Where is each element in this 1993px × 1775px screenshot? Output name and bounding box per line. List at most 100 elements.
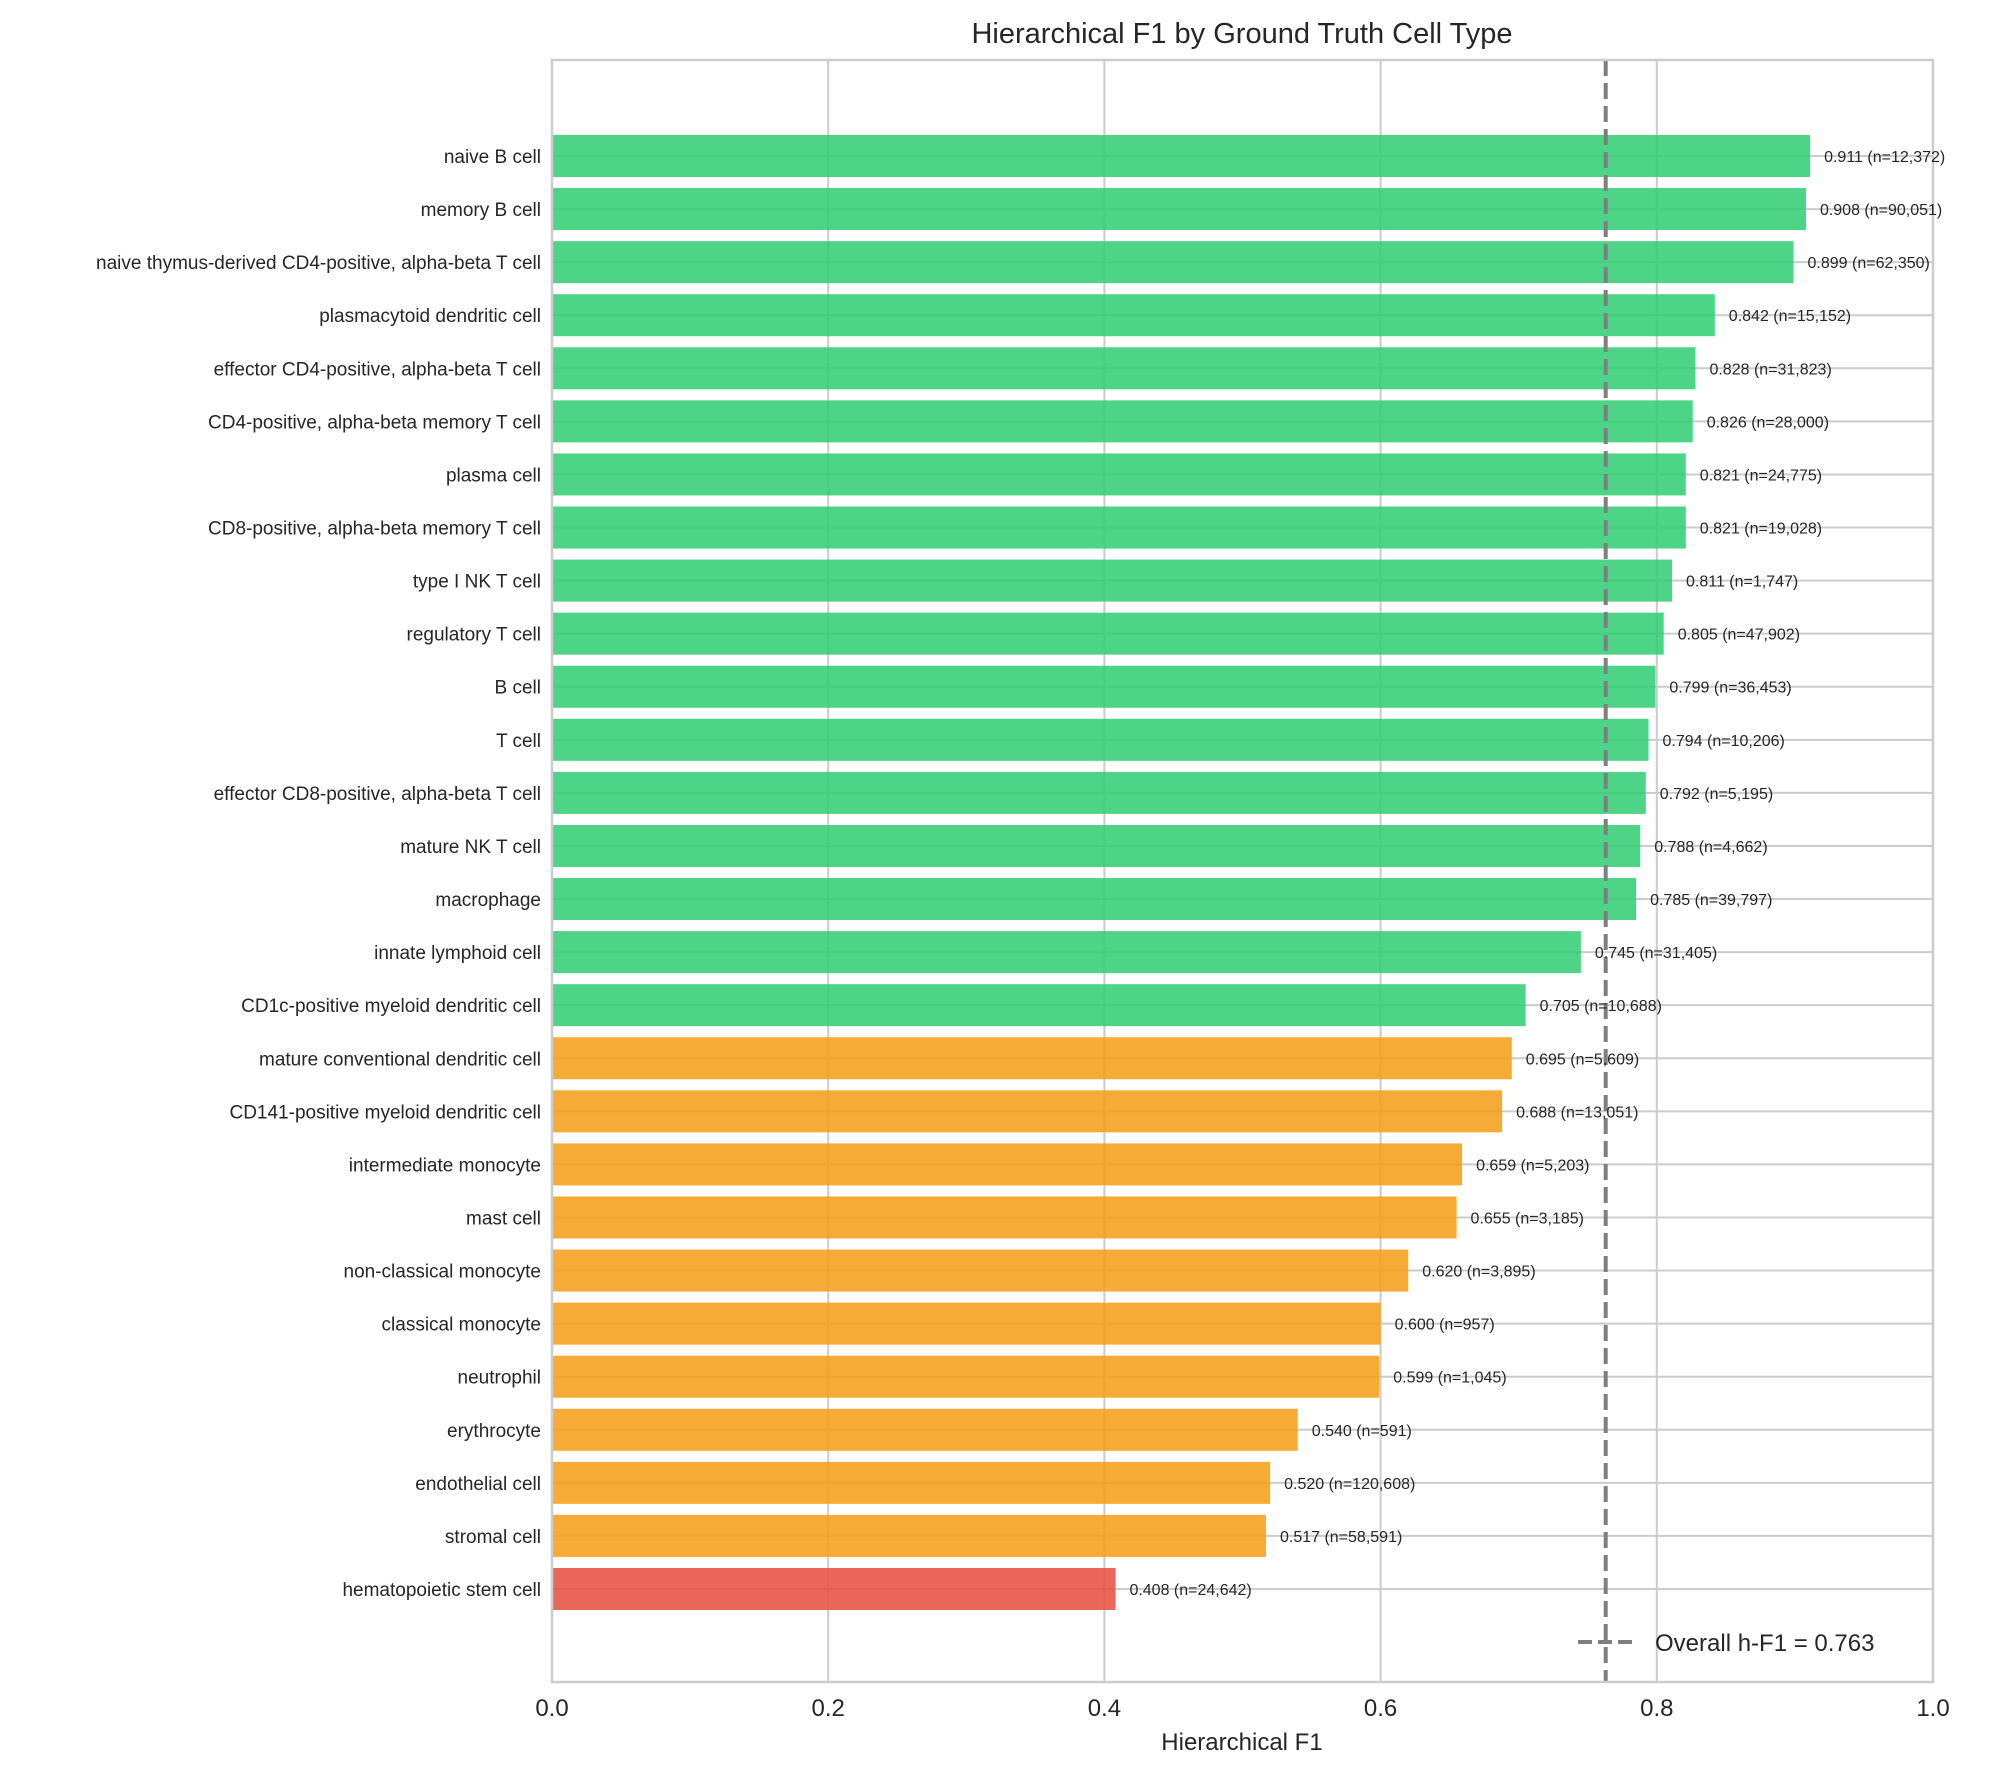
bar [552, 453, 1686, 496]
y-tick-label: naive thymus-derived CD4-positive, alpha… [96, 253, 541, 274]
bar-value-label: 0.540 (n=591) [1312, 1423, 1412, 1440]
y-tick-label: hematopoietic stem cell [342, 1580, 541, 1601]
bar-value-label: 0.794 (n=10,206) [1663, 733, 1785, 750]
bar-value-label: 0.745 (n=31,405) [1595, 945, 1717, 962]
bar [552, 931, 1581, 974]
y-tick-label: CD141-positive myeloid dendritic cell [229, 1102, 541, 1123]
bar [552, 878, 1637, 921]
bar-value-label: 0.705 (n=10,688) [1540, 998, 1662, 1015]
bar-value-label: 0.821 (n=24,775) [1700, 467, 1822, 484]
bar-value-label: 0.821 (n=19,028) [1700, 521, 1822, 538]
bars [552, 135, 1811, 1610]
bar [552, 1355, 1380, 1398]
bar [552, 1461, 1271, 1504]
bar-value-label: 0.842 (n=15,152) [1729, 308, 1851, 325]
bar [552, 984, 1526, 1027]
bar [552, 559, 1672, 602]
y-tick-label: stromal cell [445, 1527, 541, 1548]
bar-value-label: 0.828 (n=31,823) [1709, 361, 1831, 378]
x-tick-label: 0.4 [1088, 1695, 1121, 1722]
bar [552, 665, 1656, 708]
bar [552, 1408, 1298, 1451]
bar-value-label: 0.688 (n=13,051) [1516, 1104, 1638, 1121]
x-tick-label: 1.0 [1916, 1695, 1949, 1722]
y-tick-label: regulatory T cell [407, 625, 541, 646]
bar-value-label: 0.517 (n=58,591) [1280, 1529, 1402, 1546]
bar-value-label: 0.792 (n=5,195) [1660, 786, 1773, 803]
bar-value-label: 0.659 (n=5,203) [1476, 1157, 1589, 1174]
bar [552, 1143, 1463, 1186]
y-tick-label: plasma cell [446, 465, 541, 486]
y-tick-label: CD1c-positive myeloid dendritic cell [241, 996, 541, 1017]
y-tick-label: intermediate monocyte [349, 1155, 541, 1176]
bar-value-label: 0.599 (n=1,045) [1393, 1370, 1506, 1387]
bar-value-label: 0.620 (n=3,895) [1422, 1264, 1535, 1281]
x-tick-label: 0.6 [1364, 1695, 1397, 1722]
bar [552, 135, 1811, 177]
bar-value-label: 0.805 (n=47,902) [1678, 627, 1800, 644]
legend: Overall h-F1 = 0.763 [1578, 1630, 1874, 1657]
x-tick-label: 0.8 [1640, 1695, 1673, 1722]
bar [552, 1196, 1457, 1239]
bar [552, 294, 1715, 337]
x-tick-label: 0.2 [812, 1695, 845, 1722]
bar-value-label: 0.600 (n=957) [1395, 1317, 1495, 1334]
bar-value-label: 0.785 (n=39,797) [1650, 892, 1772, 909]
bar-value-label: 0.911 (n=12,372) [1824, 149, 1945, 166]
y-tick-label: CD4-positive, alpha-beta memory T cell [208, 412, 541, 433]
y-tick-label: effector CD8-positive, alpha-beta T cell [214, 784, 541, 805]
bar [552, 347, 1696, 390]
bar-value-label: 0.799 (n=36,453) [1669, 680, 1791, 697]
y-tick-label: CD8-positive, alpha-beta memory T cell [208, 519, 541, 540]
x-axis-label: Hierarchical F1 [1161, 1729, 1322, 1756]
bar [552, 1514, 1266, 1557]
y-tick-label: non-classical monocyte [344, 1262, 541, 1283]
y-tick-label: endothelial cell [415, 1474, 541, 1495]
bar-value-label: 0.788 (n=4,662) [1654, 839, 1767, 856]
x-tick-label: 0.0 [535, 1695, 568, 1722]
y-tick-label: innate lymphoid cell [374, 943, 541, 964]
bar-value-label: 0.520 (n=120,608) [1284, 1476, 1415, 1493]
bar [552, 771, 1646, 814]
y-tick-label: neutrophil [458, 1368, 541, 1389]
bar [552, 241, 1794, 284]
y-tick-label: mast cell [466, 1208, 541, 1229]
y-tick-label: B cell [495, 678, 541, 699]
bar-value-labels: 0.911 (n=12,372) 0.908 (n=90,051) 0.899 (n… [1129, 149, 1945, 1599]
bar [552, 188, 1806, 231]
bar-value-label: 0.655 (n=3,185) [1471, 1210, 1584, 1227]
y-tick-labels: naive B cell memory B cell naive thymus-de… [96, 147, 541, 1601]
y-tick-label: macrophage [435, 890, 541, 911]
bar [552, 400, 1693, 443]
y-tick-label: classical monocyte [382, 1315, 541, 1336]
y-tick-label: mature NK T cell [400, 837, 541, 858]
bar [552, 612, 1664, 655]
y-tick-label: mature conventional dendritic cell [259, 1049, 541, 1070]
y-tick-label: effector CD4-positive, alpha-beta T cell [214, 359, 541, 380]
bar [552, 1249, 1409, 1292]
y-tick-label: memory B cell [421, 200, 541, 221]
bar [552, 824, 1641, 867]
bar [552, 1568, 1116, 1610]
bar-value-label: 0.899 (n=62,350) [1808, 255, 1930, 272]
bar [552, 1090, 1503, 1133]
plot-frame [550, 58, 1935, 1684]
bar [552, 718, 1649, 761]
bar-value-label: 0.408 (n=24,642) [1129, 1582, 1251, 1599]
bar-value-label: 0.908 (n=90,051) [1820, 202, 1942, 219]
bar-value-label: 0.695 (n=5,609) [1526, 1051, 1639, 1068]
y-tick-label: erythrocyte [447, 1421, 541, 1442]
x-tick-labels: 0.0 0.2 0.4 0.6 0.8 1.0 [535, 1695, 1949, 1722]
chart-title: Hierarchical F1 by Ground Truth Cell Typ… [971, 18, 1512, 50]
bar-value-label: 0.811 (n=1,747) [1686, 574, 1798, 591]
bar [552, 1302, 1381, 1345]
bar [552, 506, 1686, 549]
bar-value-label: 0.826 (n=28,000) [1707, 414, 1829, 431]
y-tick-label: T cell [496, 731, 541, 752]
y-tick-label: type I NK T cell [413, 572, 541, 593]
bar [552, 1037, 1512, 1080]
y-tick-label: naive B cell [444, 147, 541, 168]
y-tick-label: plasmacytoid dendritic cell [319, 306, 541, 327]
legend-entry-overall: Overall h-F1 = 0.763 [1655, 1630, 1874, 1657]
